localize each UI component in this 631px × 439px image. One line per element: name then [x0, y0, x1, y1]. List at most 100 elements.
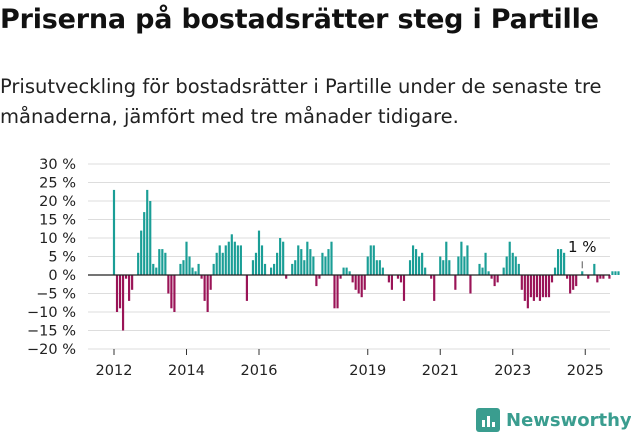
bar — [227, 241, 230, 275]
bar — [390, 275, 393, 290]
bar — [581, 271, 584, 275]
bar — [505, 256, 508, 275]
bar — [608, 275, 611, 279]
bar — [430, 275, 433, 279]
bar — [285, 275, 288, 279]
annotation-label: 1 % — [568, 238, 597, 256]
bar — [348, 271, 351, 275]
bar — [194, 271, 197, 275]
bar — [421, 252, 424, 275]
y-tick-label: −15 % — [27, 324, 76, 340]
bar — [378, 260, 381, 275]
bar — [481, 267, 484, 275]
bar — [118, 275, 122, 309]
x-tick-label: 2014 — [168, 363, 205, 379]
bar — [381, 267, 384, 275]
bar — [152, 263, 155, 275]
x-axis-labels: 2012 2014 2016 2019 2021 2023 2025 — [96, 349, 604, 379]
bar — [170, 275, 173, 309]
bar — [167, 275, 170, 294]
y-axis-labels: 30 % 25 % 20 % 15 % 10 % 5 % 0 % −5 % −10 % −15 %… — [27, 157, 76, 358]
bar — [182, 260, 185, 275]
bar — [309, 249, 312, 275]
bar — [517, 263, 520, 275]
bar — [333, 275, 336, 309]
bar — [336, 275, 339, 309]
x-tick-label: 2025 — [567, 363, 604, 379]
bar — [563, 252, 566, 275]
bar — [155, 267, 158, 275]
bar — [535, 275, 538, 298]
y-tick-label: 5 % — [48, 250, 76, 266]
bar — [273, 263, 276, 275]
bar — [553, 267, 557, 275]
bar — [602, 275, 605, 279]
bar — [418, 256, 421, 275]
bar — [297, 245, 300, 275]
bar — [200, 275, 203, 279]
bar — [357, 275, 360, 294]
bar — [569, 275, 572, 294]
newsworthy-brand: Newsworthy — [476, 408, 631, 432]
bar — [445, 241, 448, 275]
bar — [496, 275, 499, 283]
bar — [185, 241, 188, 275]
y-tick-label: 10 % — [39, 231, 76, 247]
bar — [478, 263, 481, 275]
bar — [369, 245, 372, 275]
bar — [566, 275, 569, 279]
bar — [550, 275, 554, 283]
price-change-bar-chart: 30 % 25 % 20 % 15 % 10 % 5 % 0 % −5 % −10 % −15 %… — [27, 157, 620, 379]
bar — [399, 275, 403, 283]
bar — [526, 275, 529, 309]
bar — [529, 275, 532, 298]
bar — [493, 275, 496, 287]
y-tick-label: 0 % — [48, 268, 76, 284]
bar — [146, 189, 149, 275]
bar — [260, 245, 264, 275]
bar — [306, 241, 309, 275]
bar — [611, 271, 614, 275]
bar — [257, 230, 261, 275]
bar — [351, 275, 354, 283]
bar — [206, 275, 209, 312]
bar — [342, 267, 345, 275]
bar — [312, 256, 315, 275]
bar — [560, 249, 563, 275]
bar — [538, 275, 542, 301]
bar — [197, 263, 200, 275]
bar — [366, 256, 369, 275]
bar — [523, 275, 526, 301]
bar — [270, 267, 273, 275]
bar — [254, 252, 258, 275]
bar — [203, 275, 206, 301]
bar — [230, 234, 233, 275]
bar — [593, 263, 596, 275]
bar — [221, 252, 224, 275]
bar — [448, 260, 451, 275]
bar — [131, 275, 134, 290]
bar — [614, 271, 617, 275]
bar — [137, 252, 140, 275]
bar — [239, 245, 242, 275]
bar — [345, 267, 348, 275]
bar — [279, 238, 282, 275]
bar — [282, 241, 285, 275]
bar — [188, 256, 191, 275]
bar — [115, 275, 119, 312]
bar — [143, 212, 146, 275]
bar — [487, 271, 490, 275]
y-tick-label: −10 % — [27, 305, 76, 321]
bar — [173, 275, 176, 312]
x-tick-label: 2023 — [494, 363, 531, 379]
bar — [327, 249, 330, 275]
x-tick-label: 2016 — [241, 363, 278, 379]
y-tick-label: −5 % — [36, 287, 76, 303]
bar — [303, 260, 306, 275]
bar — [339, 275, 342, 279]
bar — [460, 241, 463, 275]
bar — [457, 256, 460, 275]
bar — [121, 275, 125, 331]
bar — [442, 260, 445, 275]
bar — [532, 275, 535, 301]
